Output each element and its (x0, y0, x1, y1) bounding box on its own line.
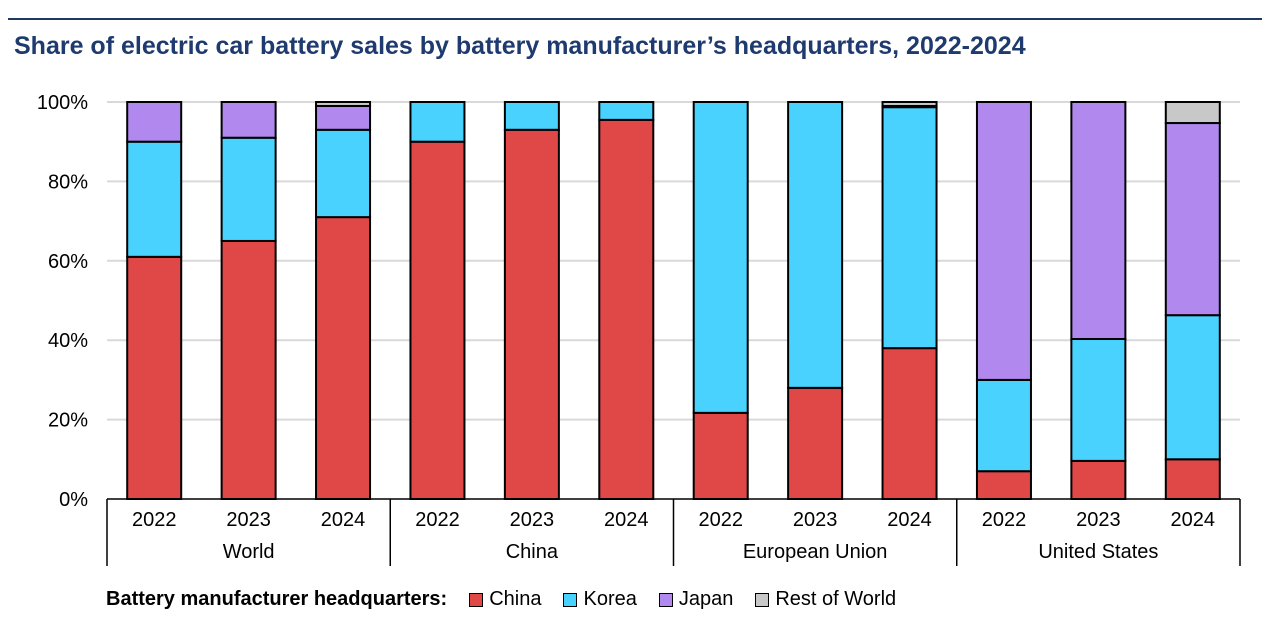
x-tick-label: 2023 (793, 509, 838, 531)
bar-segment-china (598, 118, 655, 501)
bar-segment-china (126, 255, 183, 500)
legend-title: Battery manufacturer headquarters: (106, 588, 448, 610)
bar-segment-korea (315, 128, 372, 219)
x-tick-label: 2023 (226, 509, 271, 531)
x-tick-label: 2024 (887, 509, 932, 531)
y-tick-label: 20% (48, 410, 88, 432)
bar-segment-korea (126, 140, 183, 258)
bar-segment-china (787, 386, 844, 500)
legend-swatch (563, 592, 578, 607)
bar-segment-korea (692, 101, 749, 414)
bar-segment-china (220, 239, 277, 500)
bar-segment-korea (1164, 314, 1221, 461)
group-label: China (506, 541, 559, 563)
bar-segment-korea (503, 101, 560, 131)
bar-segment-korea (598, 101, 655, 121)
y-tick-label: 100% (37, 92, 88, 114)
x-tick-label: 2024 (321, 509, 366, 531)
legend-swatch (469, 592, 484, 607)
group-label: European Union (743, 541, 888, 563)
y-tick-label: 0% (59, 489, 88, 511)
legend: Battery manufacturer headquarters: China… (106, 588, 918, 611)
legend-label: China (489, 588, 542, 610)
x-tick-label: 2023 (510, 509, 555, 531)
x-tick-label: 2022 (982, 509, 1027, 531)
bar-segment-china (409, 140, 466, 500)
legend-label: Japan (678, 588, 734, 610)
bar-segment-china (315, 216, 372, 500)
bar-segment-korea (881, 106, 938, 350)
bar-segment-japan (126, 101, 183, 143)
bar-segment-japan (975, 101, 1032, 381)
bar-segment-japan (1070, 101, 1127, 341)
bar-segment-rest-of-world (315, 101, 372, 107)
legend-swatch (658, 592, 673, 607)
bar-segment-korea (1070, 338, 1127, 462)
bar-segment-japan (220, 101, 277, 139)
legend-label: Korea (583, 588, 637, 610)
bar-segment-korea (409, 101, 466, 143)
bar-segment-rest-of-world (1164, 101, 1221, 125)
bar-segment-china (1164, 458, 1221, 500)
bar-segment-china (1070, 459, 1127, 500)
x-tick-label: 2024 (1171, 509, 1216, 531)
y-tick-label: 40% (48, 330, 88, 352)
legend-swatch (755, 592, 770, 607)
bar-segment-korea (220, 136, 277, 242)
legend-label: Rest of World (775, 588, 897, 610)
legend-item: Korea (563, 588, 637, 611)
x-tick-label: 2022 (698, 509, 743, 531)
x-tick-label: 2023 (1076, 509, 1121, 531)
x-tick-label: 2024 (604, 509, 649, 531)
bar-segment-china (881, 347, 938, 501)
group-label: World (223, 541, 275, 563)
bar-segment-japan (1164, 122, 1221, 317)
bar-segment-china (975, 470, 1032, 500)
legend-item: China (469, 588, 541, 611)
top-rule (8, 18, 1262, 20)
legend-item: Rest of World (755, 588, 896, 611)
x-tick-label: 2022 (132, 509, 177, 531)
legend-item: Japan (658, 588, 734, 611)
y-tick-label: 60% (48, 251, 88, 273)
group-label: United States (1038, 541, 1158, 563)
bar-segment-rest-of-world (881, 101, 938, 107)
bar-segment-korea (787, 101, 844, 389)
bar-segment-china (503, 128, 560, 500)
bar-segment-korea (975, 378, 1032, 473)
bar-segment-japan (315, 104, 372, 131)
chart-title: Share of electric car battery sales by b… (14, 32, 1026, 60)
y-tick-label: 80% (48, 171, 88, 193)
bar-segment-china (692, 411, 749, 501)
x-tick-label: 2022 (415, 509, 460, 531)
